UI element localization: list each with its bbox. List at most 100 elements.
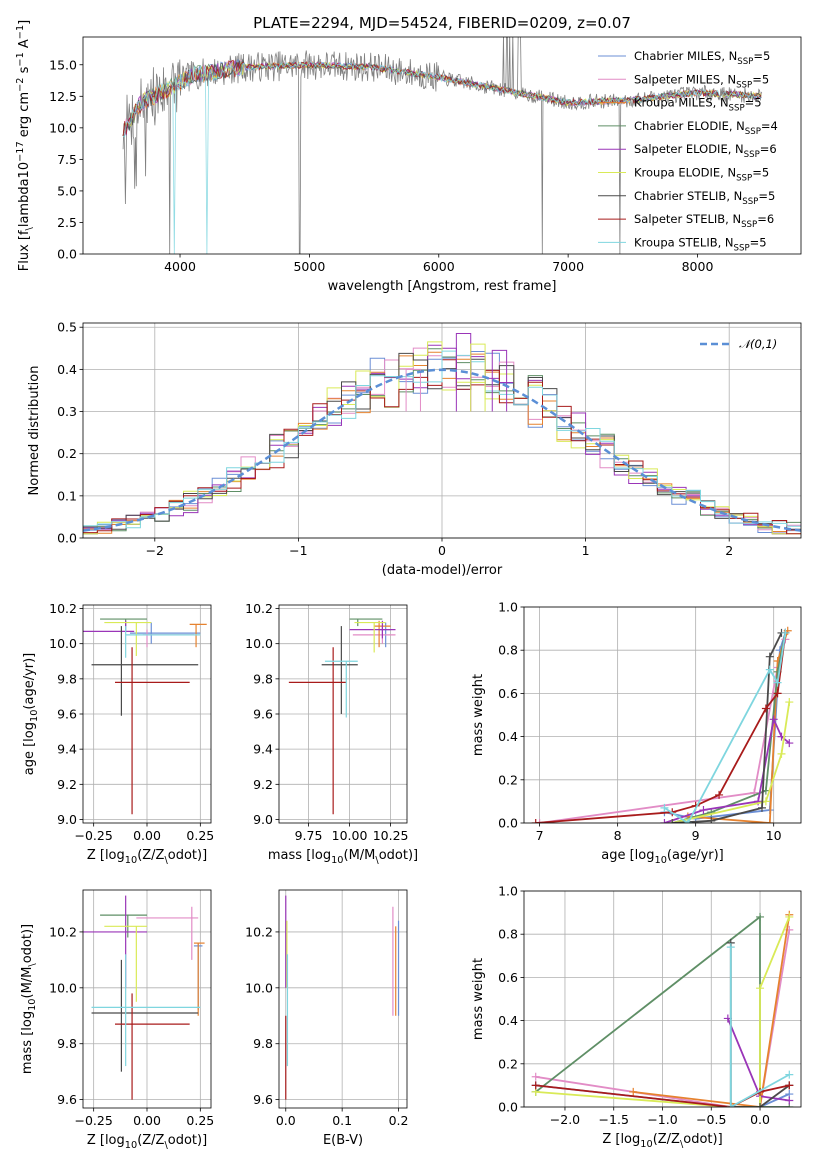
y-tick-label: 0.3 <box>57 404 77 419</box>
mass-weight-line <box>729 947 790 1107</box>
y-tick-label: 9.4 <box>253 742 273 757</box>
mass-weight-marker <box>726 1103 735 1107</box>
label-fragment: wavelength [Angstrom, rest frame] <box>328 279 557 294</box>
mass-weight-marker <box>707 816 716 823</box>
y-axis-label: Normed distribution <box>27 366 42 496</box>
label-fragment: −1 <box>15 25 26 39</box>
x-tick-label: −0.25 <box>75 1113 113 1128</box>
y-axis-label: mass [log10(M/M\odot)] <box>20 924 38 1074</box>
label-fragment: (M/M <box>20 967 35 999</box>
label-fragment: =6 <box>760 142 777 156</box>
y-tick-label: 10.0 <box>49 980 77 995</box>
label-fragment: odot)] <box>168 1133 207 1148</box>
y-tick-label: 0.6 <box>498 970 518 985</box>
label-fragment: Z [log <box>87 848 125 863</box>
label-fragment: Chabrier ELODIE, N <box>634 119 745 133</box>
residuals-panel: −2 −1 0 1 2 0.0 0.1 0.2 0.3 0.4 0.5 (data-model)/er… <box>27 320 802 578</box>
x-tick-label: −0.25 <box>75 828 113 843</box>
plot-area <box>285 895 400 1100</box>
y-tick-label: 0.0 <box>498 816 518 831</box>
label-fragment: \ <box>24 226 35 230</box>
y-tick-label: 10.0 <box>49 120 77 135</box>
label-fragment: odot)] <box>683 1132 722 1147</box>
label-fragment: erg cm <box>17 92 32 141</box>
label-fragment: 10 <box>331 855 343 866</box>
mass-weight-marker <box>765 819 774 823</box>
mass-weight-marker <box>756 1103 765 1107</box>
plot-area <box>83 333 801 535</box>
mass-weight-marker <box>765 665 774 674</box>
y-tick-label: 9.6 <box>57 707 77 722</box>
mass-weight-marker <box>781 628 790 637</box>
y-tick-label: 9.8 <box>253 1036 273 1051</box>
y-tick-label: 9.2 <box>253 777 273 792</box>
y-tick-label: 0.1 <box>57 488 77 503</box>
label-fragment: Chabrier STELIB, N <box>634 189 742 203</box>
label-fragment: ] <box>17 20 32 25</box>
mass-vs-metallicity-panel: −0.25 0.00 0.259.69.810.010.2Z [log10(Z/Z\… <box>20 889 214 1151</box>
label-fragment: 10 <box>29 710 40 722</box>
axes-frame <box>82 36 802 255</box>
y-tick-label: 0.0 <box>498 1100 518 1115</box>
plot-area <box>531 910 794 1107</box>
y-tick-label: 9.6 <box>57 1092 77 1107</box>
x-axis-label: Z [log10(Z/Z\odot)] <box>602 1132 722 1150</box>
mass-weight-marker <box>683 819 692 823</box>
label-fragment: age [log <box>22 722 37 775</box>
x-tick-label: 10.25 <box>373 828 409 843</box>
label-fragment: 10 <box>640 1139 652 1150</box>
label-fragment: =5 <box>750 235 767 249</box>
label-fragment: mass [log <box>20 1011 35 1074</box>
x-tick-label: 0 <box>438 543 446 558</box>
y-tick-label: 9.6 <box>253 1092 273 1107</box>
x-axis-label: Z [log10(Z/Z\odot)] <box>87 848 207 866</box>
label-fragment: mass [log <box>268 848 331 863</box>
legend-entry-label: Kroupa STELIB, NSSP=5 <box>634 235 767 253</box>
label-fragment: =6 <box>757 212 774 226</box>
label-fragment: =5 <box>752 166 769 180</box>
x-tick-label: 4000 <box>164 259 196 274</box>
legend-entry-label: Kroupa ELODIE, NSSP=5 <box>634 166 769 184</box>
label-fragment: SSP <box>736 80 752 90</box>
x-tick-label: 7000 <box>552 259 584 274</box>
y-axis-label: mass weight <box>471 958 486 1040</box>
label-fragment: \ <box>680 1139 684 1150</box>
x-axis-label: age [log10(age/yr)] <box>601 848 724 866</box>
label-fragment: Normed distribution <box>27 366 42 496</box>
mass-weight-marker <box>531 1072 540 1081</box>
y-tick-label: 15.0 <box>49 57 77 72</box>
x-tick-label: 0.00 <box>133 1113 161 1128</box>
label-fragment: Z [log <box>87 1133 125 1148</box>
axes-frame <box>82 604 212 824</box>
plot-area <box>83 895 205 1100</box>
label-fragment: odot)] <box>20 924 35 963</box>
x-tick-label: 0.1 <box>332 1113 352 1128</box>
label-fragment: Salpeter ELODIE, N <box>634 142 744 156</box>
axes-frame <box>278 604 408 824</box>
y-axis-label: mass weight <box>471 674 486 756</box>
mass-weight-marker <box>785 739 794 748</box>
label-fragment: Kroupa ELODIE, N <box>634 166 736 180</box>
label-fragment: lambda10 <box>17 162 32 227</box>
legend-entry-label: Chabrier ELODIE, NSSP=4 <box>634 119 778 137</box>
mass-vs-ebv-panel: 0.0 0.1 0.2 9.6 9.8 10.0 10.2 E(B-V) <box>245 889 408 1148</box>
label-fragment: age [log <box>601 848 654 863</box>
y-tick-label: 1.0 <box>498 884 518 899</box>
y-tick-label: 9.8 <box>253 671 273 686</box>
label-fragment: 10 <box>125 1140 137 1151</box>
normal-distribution-curve <box>83 368 801 532</box>
label-fragment: Salpeter STELIB, N <box>634 212 741 226</box>
y-tick-label: 7.5 <box>57 152 77 167</box>
x-tick-label: 1 <box>582 543 590 558</box>
y-tick-label: 0.2 <box>57 446 77 461</box>
label-fragment: =5 <box>745 96 762 110</box>
label-fragment: SSP <box>741 220 757 230</box>
y-tick-label: 10.2 <box>245 601 273 616</box>
y-tick-label: 0.8 <box>498 927 518 942</box>
mass-weight-marker <box>756 984 765 993</box>
label-fragment: Salpeter MILES, N <box>634 72 736 86</box>
mass-weight-marker <box>660 803 669 812</box>
x-tick-label: −0.5 <box>696 1112 726 1127</box>
label-fragment: −2 <box>15 77 26 91</box>
